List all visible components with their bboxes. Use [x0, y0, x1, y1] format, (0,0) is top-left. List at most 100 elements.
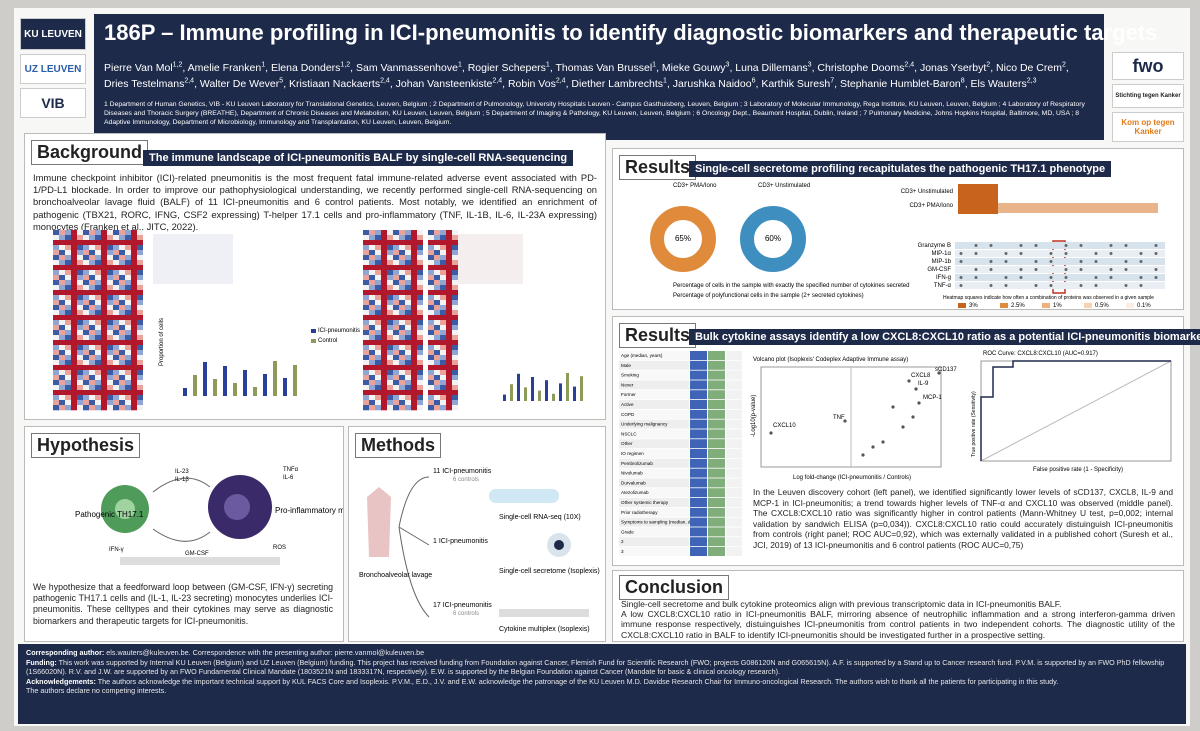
legend-swatch	[311, 329, 316, 333]
heatmap-cell	[405, 395, 411, 401]
heatmap-cell	[440, 250, 446, 256]
table-cell	[708, 458, 725, 468]
heatmap-cell	[440, 275, 446, 281]
heatmap-cell	[446, 240, 452, 246]
footer-line: Funding: This work was supported by Inte…	[26, 658, 1178, 677]
heatmap-cell	[363, 390, 369, 396]
heatmap-cell	[107, 235, 113, 241]
table-cell	[708, 517, 725, 527]
heatmap-cell	[375, 275, 381, 281]
dot	[1139, 276, 1143, 279]
point-label: MCP-1	[923, 395, 942, 401]
heatmap-cell	[77, 320, 83, 326]
heatmap-cell	[131, 400, 137, 406]
heatmap-cell	[95, 395, 101, 401]
heatmap-cell	[405, 330, 411, 336]
heatmap-cell	[125, 325, 131, 331]
results2-section: Results Bulk cytokine assays identify a …	[612, 316, 1200, 566]
heatmap-cell	[387, 245, 393, 251]
heatmap-cell	[434, 375, 440, 381]
heatmap-cell	[405, 260, 411, 266]
heatmap-cell	[119, 335, 125, 341]
heatmap-cell	[405, 340, 411, 346]
heatmap-cell	[131, 380, 137, 386]
table-cell	[690, 468, 707, 478]
heatmap-cell	[89, 380, 95, 386]
heatmap-cell	[417, 370, 423, 376]
heatmap-cell	[446, 270, 452, 276]
heatmap-cell	[119, 245, 125, 251]
heatmap-cell	[428, 355, 434, 361]
heatmap-cell	[405, 390, 411, 396]
dot	[1019, 244, 1023, 247]
heatmap-cell	[125, 255, 131, 261]
heatmap-cell	[137, 275, 143, 281]
table-cell	[690, 498, 707, 507]
heatmap-cell	[399, 305, 405, 311]
heatmap-cell	[417, 290, 423, 296]
heatmap-cell	[369, 230, 375, 236]
heatmap-cell	[77, 255, 83, 261]
results2-figure: Volcano plot (Isoplexis' Codeplex Adapti…	[619, 351, 1172, 556]
author: Jonas Yserbyt2,	[919, 61, 997, 74]
methods-section: Methods Bronchoalveolar lavage 11 ICI-pn…	[348, 426, 606, 642]
logo: KU LEUVEN	[20, 18, 86, 50]
heatmap-cell	[434, 345, 440, 351]
heatmap-cell	[452, 300, 458, 306]
heatmap-cell	[89, 250, 95, 256]
heatmap-cell	[428, 230, 434, 236]
heatmap-cell	[65, 390, 71, 396]
dot	[1064, 252, 1068, 255]
author: Dries Testelmans2,4,	[104, 77, 200, 91]
dot	[1154, 268, 1158, 271]
table-row	[619, 478, 689, 488]
heatmap-cell	[83, 385, 89, 391]
heatmap-cell	[65, 380, 71, 386]
heatmap-cell	[83, 390, 89, 396]
heatmap-cell	[89, 265, 95, 271]
heatmap-cell	[95, 390, 101, 396]
heatmap-cell	[417, 240, 423, 246]
dot	[1109, 268, 1113, 271]
heatmap-cell	[446, 235, 452, 241]
heatmap-cell	[399, 375, 405, 381]
heatmap-cell	[83, 350, 89, 356]
author-name: Thomas Van Brussel	[555, 61, 653, 74]
dot	[1034, 284, 1038, 287]
heatmap-cell	[434, 265, 440, 271]
row-band	[955, 282, 1165, 289]
table-cell	[690, 351, 707, 360]
heatmap-cell	[440, 355, 446, 361]
heatmap-cell	[393, 265, 399, 271]
heatmap-cell	[428, 270, 434, 276]
heatmap-cell	[77, 260, 83, 266]
heatmap-cell	[434, 260, 440, 266]
heatmap-cell	[411, 355, 417, 361]
heatmap-cell	[434, 230, 440, 236]
heatmap-cell	[125, 260, 131, 266]
heatmap-cell	[101, 380, 107, 386]
heatmap-cell	[95, 325, 101, 331]
heatmap-cell	[113, 365, 119, 371]
heatmap-cell	[113, 400, 119, 406]
heatmap-cell	[137, 345, 143, 351]
heatmap-cell	[119, 295, 125, 301]
heatmap-cell	[131, 355, 137, 361]
heatmap-cell	[59, 295, 65, 301]
heatmap-cell	[393, 235, 399, 241]
affiliation-number: 2,4	[555, 77, 566, 85]
heatmap-cell	[375, 385, 381, 391]
heatmap-cell	[59, 300, 65, 306]
heatmap-cell	[77, 340, 83, 346]
table-row	[619, 419, 689, 429]
heatmap-cell	[113, 230, 119, 236]
heatmap-cell	[125, 375, 131, 381]
heatmap-cell	[363, 280, 369, 286]
heatmap-cell	[59, 305, 65, 311]
heatmap-cell	[440, 240, 446, 246]
heatmap-cell	[393, 270, 399, 276]
heatmap-cell	[393, 375, 399, 381]
heatmap-cell	[89, 385, 95, 391]
heatmap-cell	[71, 260, 77, 266]
logo: fwo	[1112, 52, 1184, 80]
